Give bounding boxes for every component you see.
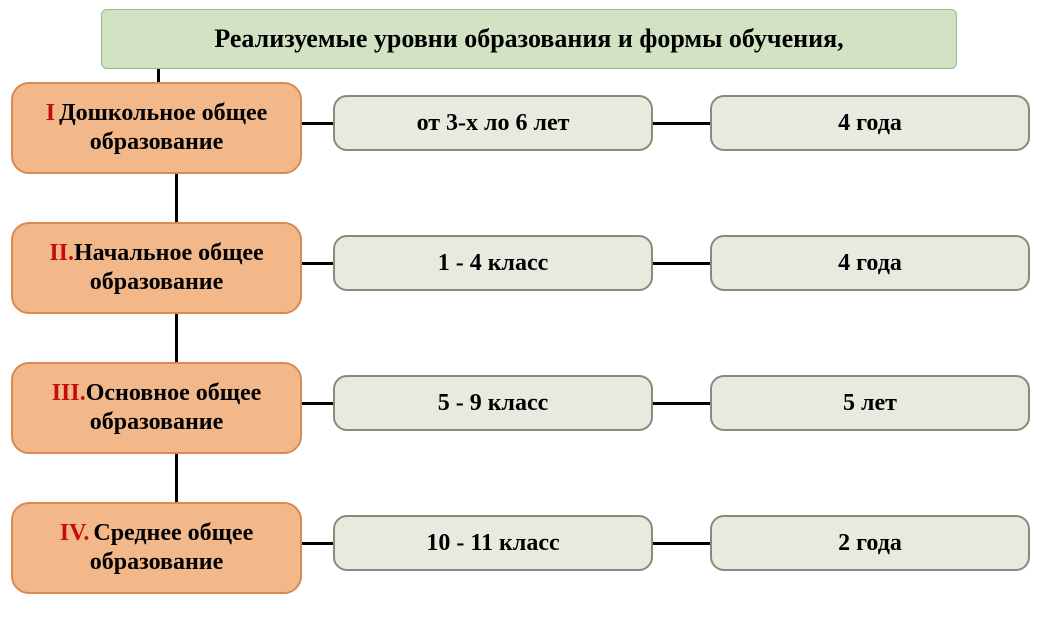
level-name: Основное общее образование [86,380,262,435]
range-box: от 3-х ло 6 лет [333,95,653,151]
range-text: от 3-х ло 6 лет [417,109,570,138]
connector [653,122,710,125]
connector [175,454,178,502]
level-roman: IV. [60,520,90,546]
level-box: III.Основное общее образование [11,362,302,454]
duration-box: 5 лет [710,375,1030,431]
level-roman: I [46,100,55,126]
range-box: 5 - 9 класс [333,375,653,431]
header-title-text: Реализуемые уровни образования и формы о… [214,23,843,54]
range-box: 10 - 11 класс [333,515,653,571]
connector [157,69,160,82]
range-text: 5 - 9 класс [438,389,549,418]
duration-box: 4 года [710,235,1030,291]
duration-text: 4 года [838,249,902,278]
connector [302,122,333,125]
duration-text: 4 года [838,109,902,138]
range-text: 10 - 11 класс [426,529,559,558]
connector [302,262,333,265]
connector [653,402,710,405]
level-box: IV. Среднее общее образование [11,502,302,594]
connector [302,402,333,405]
header-title: Реализуемые уровни образования и формы о… [101,9,957,69]
connector [175,314,178,362]
level-roman: III. [52,380,86,406]
connector [653,542,710,545]
diagram-canvas: Реализуемые уровни образования и формы о… [0,0,1057,640]
connector [302,542,333,545]
duration-text: 5 лет [843,389,897,418]
level-name: Дошкольное общее образование [59,100,267,155]
level-name: Среднее общее образование [90,520,253,575]
duration-box: 2 года [710,515,1030,571]
duration-text: 2 года [838,529,902,558]
level-box: I Дошкольное общее образование [11,82,302,174]
duration-box: 4 года [710,95,1030,151]
level-roman: II. [49,240,74,266]
connector [175,174,178,222]
connector [653,262,710,265]
range-text: 1 - 4 класс [438,249,549,278]
level-name: Начальное общее образование [74,240,264,295]
level-box: II.Начальное общее образование [11,222,302,314]
range-box: 1 - 4 класс [333,235,653,291]
